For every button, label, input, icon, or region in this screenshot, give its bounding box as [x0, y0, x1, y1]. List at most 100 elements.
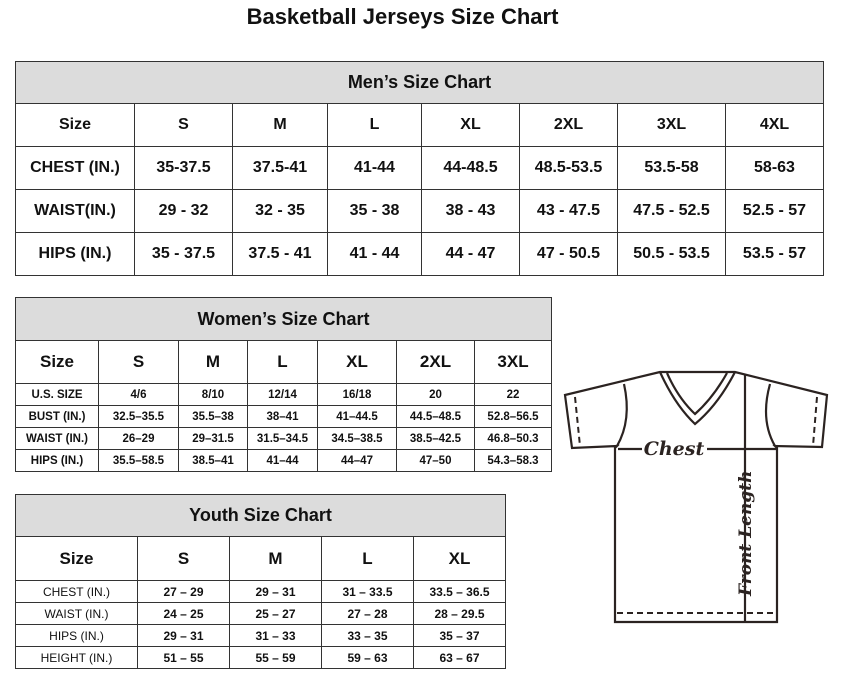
row-label: U.S. SIZE — [15, 383, 99, 406]
front-length-label: Front Length — [736, 471, 756, 597]
row-label: HIPS (IN.) — [15, 232, 135, 276]
table-cell: 55 – 59 — [229, 646, 322, 669]
chest-label: Chest — [644, 438, 705, 460]
table-row: U.S. SIZE 4/6 8/10 12/14 16/18 20 22 — [15, 383, 553, 406]
row-label: HIPS (IN.) — [15, 449, 99, 472]
table-cell: 29 - 32 — [134, 189, 233, 233]
table-cell: 29 – 31 — [137, 624, 230, 647]
table-cell: 41–44.5 — [317, 405, 397, 428]
table-cell: 38.5–42.5 — [396, 427, 475, 450]
womens-size-table: Women’s Size Chart Size S M L XL 2XL 3XL U.S. S… — [14, 297, 553, 472]
table-cell: 47 - 50.5 — [519, 232, 618, 276]
table-cell: 29–31.5 — [178, 427, 248, 450]
table-cell: 22 — [473, 383, 553, 406]
size-column-header: M — [178, 340, 248, 384]
table-cell: 38.5–41 — [178, 449, 248, 472]
table-cell: 53.5 - 57 — [725, 232, 824, 276]
youth-heading: Youth Size Chart — [14, 494, 507, 537]
table-cell: 25 – 27 — [229, 602, 322, 625]
table-cell: 31.5–34.5 — [247, 427, 318, 450]
table-cell: 35.5–58.5 — [98, 449, 179, 472]
table-row: WAIST(IN.) 29 - 32 32 - 35 35 - 38 38 - 43 43… — [15, 189, 824, 233]
table-row: HIPS (IN.) 35.5–58.5 38.5–41 41–44 44–47 47–5… — [15, 449, 553, 472]
table-cell: 50.5 - 53.5 — [617, 232, 726, 276]
size-header-row: Size S M L XL — [15, 536, 507, 581]
size-column-header: 3XL — [473, 340, 553, 384]
jersey-diagram: Chest Front Length — [563, 370, 829, 624]
table-cell: 41 - 44 — [327, 232, 422, 276]
table-cell: 47–50 — [396, 449, 475, 472]
table-cell: 27 – 28 — [321, 602, 414, 625]
row-label: CHEST (IN.) — [15, 146, 135, 190]
table-cell: 43 - 47.5 — [519, 189, 618, 233]
table-cell: 32 - 35 — [232, 189, 328, 233]
size-column-header: S — [134, 103, 233, 147]
table-row: HIPS (IN.) 29 – 31 31 – 33 33 – 35 35 – 37 — [15, 624, 507, 647]
table-cell: 32.5–35.5 — [98, 405, 179, 428]
mens-size-table: Men’s Size Chart Size S M L XL 2XL 3XL 4XL CHEST… — [15, 61, 824, 276]
table-cell: 33 – 35 — [321, 624, 414, 647]
table-cell: 52.8–56.5 — [473, 405, 553, 428]
table-cell: 59 – 63 — [321, 646, 414, 669]
table-cell: 35 – 37 — [412, 624, 507, 647]
table-cell: 63 – 67 — [412, 646, 507, 669]
size-column-header: L — [247, 340, 318, 384]
table-cell: 58-63 — [725, 146, 824, 190]
shirt-outline — [563, 370, 829, 624]
table-row: CHEST (IN.) 35-37.5 37.5-41 41-44 44-48.5 48.… — [15, 146, 824, 190]
size-column-header: 2XL — [396, 340, 475, 384]
table-cell: 54.3–58.3 — [473, 449, 553, 472]
table-cell: 8/10 — [178, 383, 248, 406]
womens-heading: Women’s Size Chart — [14, 297, 553, 341]
table-cell: 34.5–38.5 — [317, 427, 397, 450]
size-header-row: Size S M L XL 2XL 3XL 4XL — [15, 103, 824, 147]
table-cell: 35 - 38 — [327, 189, 422, 233]
table-cell: 51 – 55 — [137, 646, 230, 669]
table-cell: 20 — [396, 383, 475, 406]
size-column-header: M — [232, 103, 328, 147]
size-label: Size — [15, 103, 135, 147]
table-row: WAIST (IN.) 24 – 25 25 – 27 27 – 28 28 – 29.… — [15, 602, 507, 625]
table-cell: 37.5-41 — [232, 146, 328, 190]
table-cell: 31 – 33 — [229, 624, 322, 647]
table-cell: 33.5 – 36.5 — [412, 580, 507, 603]
seam-lines — [574, 396, 818, 614]
table-cell: 38–41 — [247, 405, 318, 428]
row-label: WAIST(IN.) — [15, 189, 135, 233]
row-label: WAIST (IN.) — [15, 427, 99, 450]
table-row: HIPS (IN.) 35 - 37.5 37.5 - 41 41 - 44 44 - … — [15, 232, 824, 276]
row-label: HEIGHT (IN.) — [15, 646, 138, 669]
table-cell: 48.5-53.5 — [519, 146, 618, 190]
table-cell: 35.5–38 — [178, 405, 248, 428]
table-cell: 44 - 47 — [421, 232, 520, 276]
table-cell: 27 – 29 — [137, 580, 230, 603]
table-cell: 37.5 - 41 — [232, 232, 328, 276]
size-column-header: S — [98, 340, 179, 384]
page-title: Basketball Jerseys Size Chart — [246, 4, 559, 29]
size-label: Size — [15, 536, 138, 581]
table-cell: 41-44 — [327, 146, 422, 190]
table-cell: 31 – 33.5 — [321, 580, 414, 603]
size-column-header: 3XL — [617, 103, 726, 147]
size-header-row: Size S M L XL 2XL 3XL — [15, 340, 553, 384]
row-label: BUST (IN.) — [15, 405, 99, 428]
size-column-header: L — [321, 536, 414, 581]
table-cell: 44–47 — [317, 449, 397, 472]
table-row: WAIST (IN.) 26–29 29–31.5 31.5–34.5 34.5–38.… — [15, 427, 553, 450]
table-cell: 16/18 — [317, 383, 397, 406]
table-cell: 46.8–50.3 — [473, 427, 553, 450]
table-row: BUST (IN.) 32.5–35.5 35.5–38 38–41 41–44.5 44… — [15, 405, 553, 428]
youth-size-table: Youth Size Chart Size S M L XL CHEST (IN.) 27 … — [14, 494, 507, 669]
size-column-header: XL — [412, 536, 507, 581]
table-cell: 35-37.5 — [134, 146, 233, 190]
table-cell: 4/6 — [98, 383, 179, 406]
size-label: Size — [15, 340, 99, 384]
table-row: CHEST (IN.) 27 – 29 29 – 31 31 – 33.5 33.5 –… — [15, 580, 507, 603]
table-cell: 12/14 — [247, 383, 318, 406]
size-column-header: 4XL — [725, 103, 824, 147]
size-column-header: 2XL — [519, 103, 618, 147]
table-cell: 35 - 37.5 — [134, 232, 233, 276]
table-cell: 38 - 43 — [421, 189, 520, 233]
size-column-header: XL — [421, 103, 520, 147]
table-cell: 26–29 — [98, 427, 179, 450]
